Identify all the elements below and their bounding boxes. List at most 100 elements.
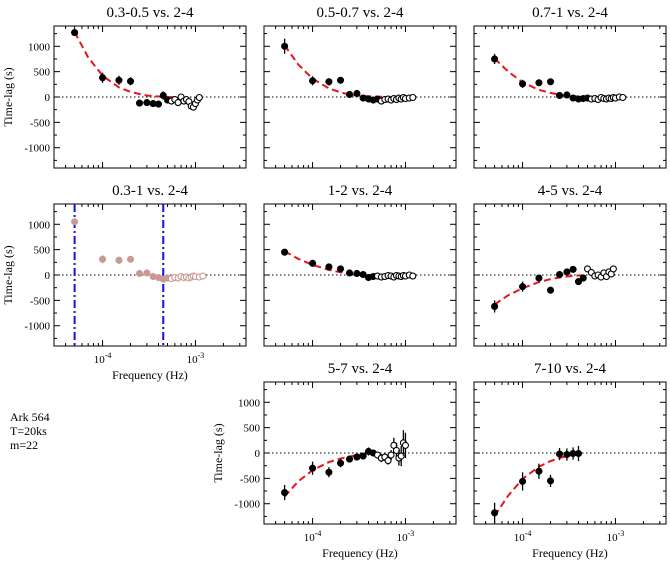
data-point: [491, 302, 499, 310]
data-point: [325, 468, 333, 476]
model-curve: [493, 453, 579, 517]
y-tick-label: 0: [255, 448, 261, 460]
panel-1: 0.3-0.5 vs. 2-4 -1000 -500 0 500 1000 Time-lag…: [1, 5, 247, 169]
panel-5: 1-2 vs. 2-4: [263, 183, 457, 347]
data-point-open: [174, 99, 182, 107]
data-point: [135, 99, 144, 107]
data-point: [519, 477, 527, 485]
data-point: [353, 89, 361, 97]
data-point-open: [619, 93, 627, 102]
panel-title: 0.3-1 vs. 2-4: [112, 183, 188, 199]
data-point: [325, 78, 333, 86]
y-tick-label: 1000: [28, 41, 51, 53]
panel-title: 0.3-0.5 vs. 2-4: [106, 5, 194, 21]
x-tick-label: 10-3: [607, 529, 625, 544]
data-point: [574, 449, 583, 458]
y-tick-label: -500: [30, 117, 51, 129]
data-point-open: [199, 272, 207, 280]
panel-4: 0.3-1 vs. 2-4 -1000 -500 0 500 1000 10-4 10-3 Fr…: [1, 183, 247, 382]
data-point: [563, 268, 571, 276]
data-point-open: [409, 272, 417, 280]
panel-title: 7-10 vs. 2-4: [534, 361, 607, 377]
data-point: [126, 77, 135, 85]
panel-8: 7-10 vs. 2-4 10-4 10-3 Frequency (Hz): [473, 361, 667, 560]
y-axis-label: Time-lag (s): [211, 423, 225, 482]
data-point: [535, 467, 543, 475]
data-point: [143, 99, 151, 107]
data-point: [115, 76, 123, 84]
panel-title: 1-2 vs. 2-4: [328, 183, 393, 199]
data-point: [309, 77, 317, 85]
data-point: [281, 42, 289, 50]
data-point-open: [401, 441, 410, 449]
y-tick-label: -1000: [234, 499, 260, 511]
x-tick-label: 10-4: [514, 529, 532, 544]
annotation-duration: T=20ks: [10, 424, 47, 438]
y-tick-label: 500: [34, 245, 51, 257]
data-point: [519, 80, 527, 88]
data-point: [555, 270, 564, 279]
data-point: [126, 255, 135, 263]
data-point: [71, 29, 79, 37]
x-tick-label: 10-3: [397, 529, 415, 544]
panel-title: 4-5 vs. 2-4: [538, 183, 603, 199]
data-point: [336, 459, 345, 467]
data-point: [345, 269, 354, 277]
data-point: [345, 455, 354, 463]
data-point-open: [609, 265, 617, 273]
x-tick-label: 10-3: [187, 351, 205, 366]
data-point: [99, 74, 107, 82]
data-point: [535, 79, 543, 87]
panel-2: 0.5-0.7 vs. 2-4: [263, 5, 457, 169]
panel-title: 0.5-0.7 vs. 2-4: [316, 5, 404, 21]
data-point: [309, 259, 317, 267]
data-point: [99, 255, 107, 263]
y-tick-label: -1000: [24, 143, 50, 155]
data-point: [563, 91, 571, 99]
data-point: [115, 256, 123, 264]
y-tick-label: -500: [30, 295, 51, 307]
data-point: [546, 78, 555, 86]
data-point: [555, 450, 564, 458]
model-curve: [283, 44, 392, 98]
data-point: [309, 464, 317, 472]
data-point: [353, 453, 361, 461]
data-point: [345, 90, 354, 99]
data-point: [359, 270, 367, 279]
y-axis-label: Time-lag (s): [1, 245, 15, 304]
annotation-m: m=22: [10, 438, 39, 452]
data-point: [563, 450, 571, 459]
panel-title: 5-7 vs. 2-4: [328, 361, 393, 377]
y-axis-label: Time-lag (s): [1, 67, 15, 126]
data-point: [143, 269, 151, 277]
y-tick-label: 500: [244, 423, 261, 435]
model-curve: [493, 57, 588, 98]
dataset-annotation: Ark 564 T=20ks m=22: [10, 410, 50, 452]
data-point: [281, 489, 289, 497]
y-tick-label: 1000: [28, 219, 51, 231]
panel-title: 0.7-1 vs. 2-4: [532, 5, 608, 21]
model-curve: [494, 274, 588, 306]
data-point-open: [195, 93, 203, 102]
data-point-open: [384, 457, 392, 465]
data-point: [491, 55, 499, 63]
x-tick-label: 10-4: [304, 529, 322, 544]
y-tick-label: 1000: [238, 397, 261, 409]
data-point: [159, 91, 167, 100]
model-curve: [73, 31, 182, 99]
panel-3: 0.7-1 vs. 2-4: [473, 5, 667, 169]
data-point: [135, 269, 144, 278]
y-tick-label: -500: [240, 473, 261, 485]
y-tick-label: -1000: [24, 321, 50, 333]
x-axis-label: Frequency (Hz): [532, 546, 608, 560]
panel-7: 5-7 vs. 2-4 -1000 -500 0 500 1000 10-4 10-3 Freq…: [211, 361, 457, 560]
data-point: [555, 91, 564, 100]
data-point: [574, 278, 583, 286]
data-point: [336, 76, 345, 84]
y-tick-label: 0: [45, 270, 51, 282]
data-point-open: [387, 451, 395, 459]
data-point: [336, 265, 345, 273]
annotation-source: Ark 564: [10, 410, 50, 424]
x-tick-label: 10-4: [94, 351, 112, 366]
